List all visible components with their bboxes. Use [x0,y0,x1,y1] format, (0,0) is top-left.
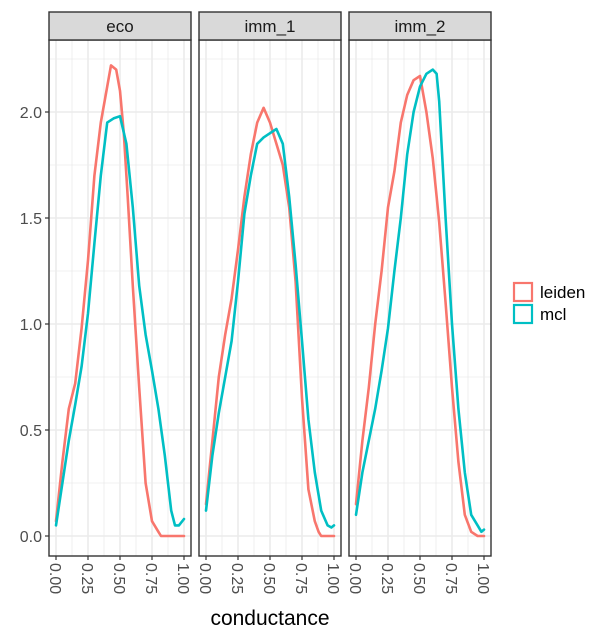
x-tick-label: 0.25 [228,563,245,594]
y-tick-label: 1.0 [20,317,42,334]
x-tick-label: 0.25 [378,563,395,594]
x-tick-label: 0.75 [142,563,159,594]
y-tick-label: 1.5 [20,211,42,228]
facet-panel-eco: eco [48,11,192,557]
x-axis-title: conductance [210,607,329,629]
x-tick-label: 0.00 [196,563,213,594]
legend-label-leiden: leiden [540,283,585,302]
facet-strip [348,11,492,41]
x-axes: 0.00 0.25 0.50 0.75 1.00 0.00 0.25 0.50 0.75 1.00… [46,556,491,594]
x-tick-label: 0.50 [410,563,427,594]
x-tick-label: 0.25 [78,563,95,594]
x-tick-label: 1.00 [324,563,341,594]
y-tick-label: 0.5 [20,423,42,440]
density-line-mcl [204,127,336,529]
legend: leiden mcl [512,281,585,325]
x-tick-label: 0.50 [110,563,127,594]
x-tick-label: 0.75 [442,563,459,594]
legend-key-leiden [512,281,534,303]
density-line-leiden [54,64,186,538]
density-line-mcl [54,114,186,527]
legend-label-mcl: mcl [540,305,566,324]
facet-strip [48,11,192,41]
facet-panels: eco imm_1 imm_2 [48,11,492,557]
facet-strip-label: eco [106,17,133,36]
facet-panel-imm_1: imm_1 [198,11,342,557]
x-tick-label: 0.50 [260,563,277,594]
x-tick-label: 1.00 [174,563,191,594]
x-tick-label: 0.00 [46,563,63,594]
facet-strip [198,11,342,41]
y-axis: 0.0 0.5 1.0 1.5 2.0 [20,105,49,546]
legend-key-mcl [512,303,534,325]
density-line-leiden [204,106,336,538]
facet-panel-imm_2: imm_2 [348,11,492,557]
x-tick-label: 0.75 [292,563,309,594]
density-line-mcl [354,68,486,534]
density-line-leiden [354,74,486,538]
facet-strip-label: imm_1 [244,17,295,36]
facet-strip-label: imm_2 [394,17,445,36]
x-tick-label: 0.00 [346,563,363,594]
x-tick-label: 1.00 [474,563,491,594]
y-tick-label: 0.0 [20,529,42,546]
y-tick-label: 2.0 [20,105,42,122]
